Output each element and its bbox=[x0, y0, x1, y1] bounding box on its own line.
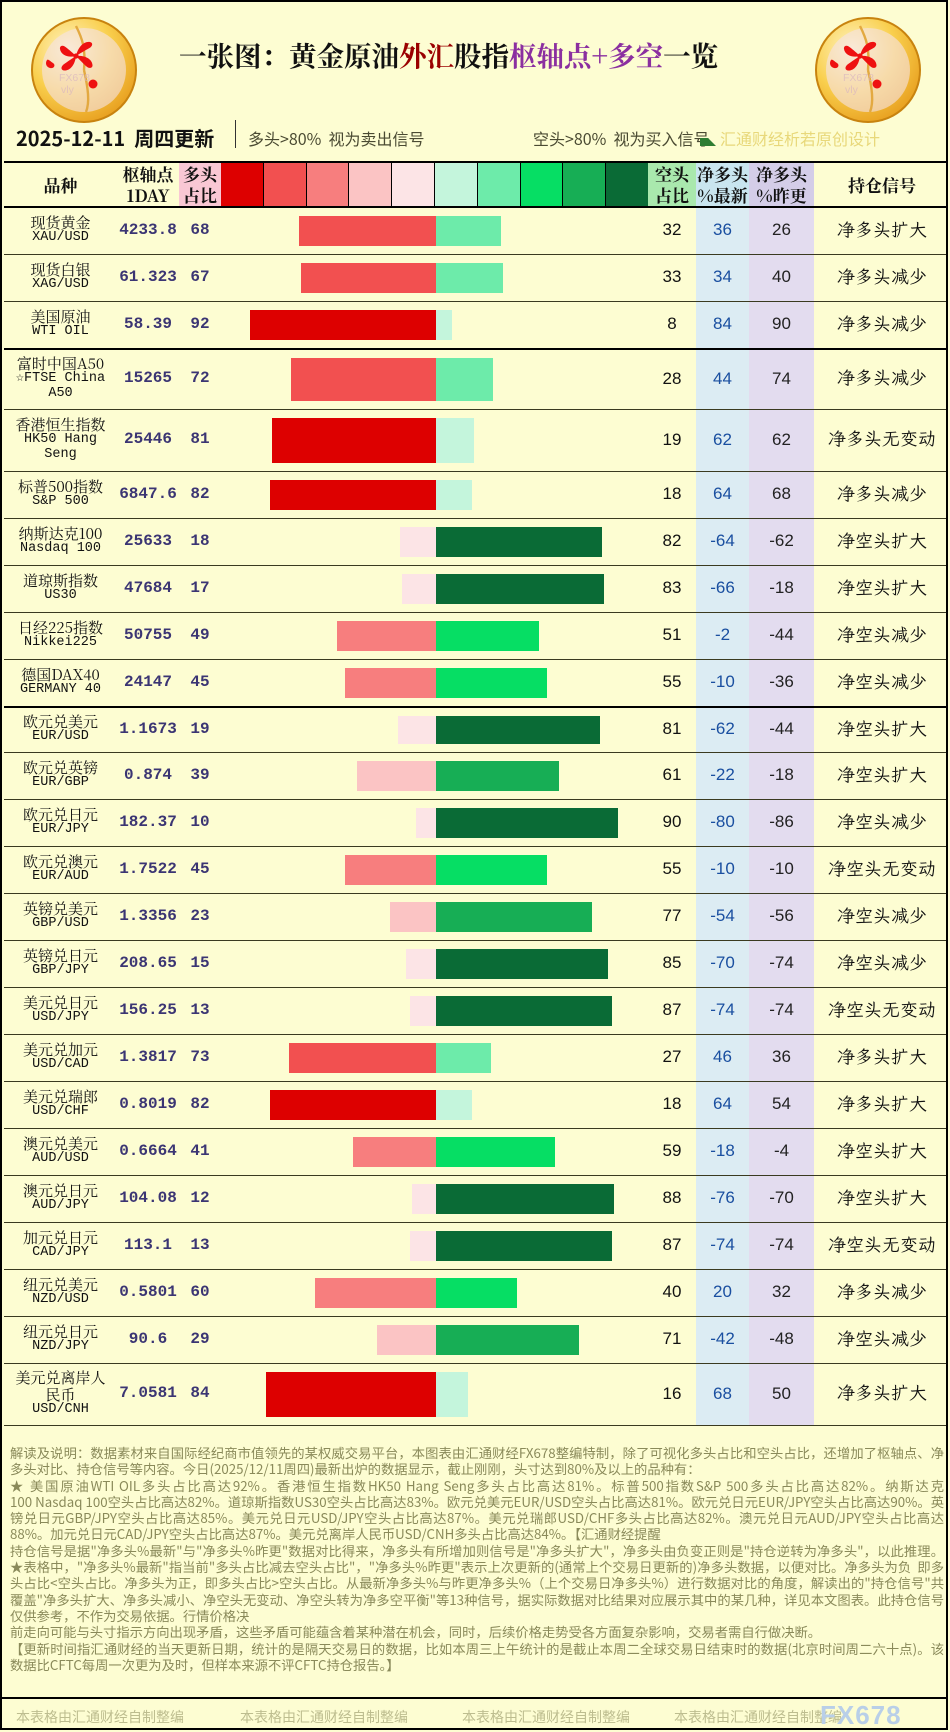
svg-text:FX678: FX678 bbox=[843, 72, 874, 84]
svg-text:vly: vly bbox=[845, 84, 859, 96]
svg-text:vly: vly bbox=[61, 84, 75, 96]
svg-text:FX678: FX678 bbox=[59, 72, 90, 84]
